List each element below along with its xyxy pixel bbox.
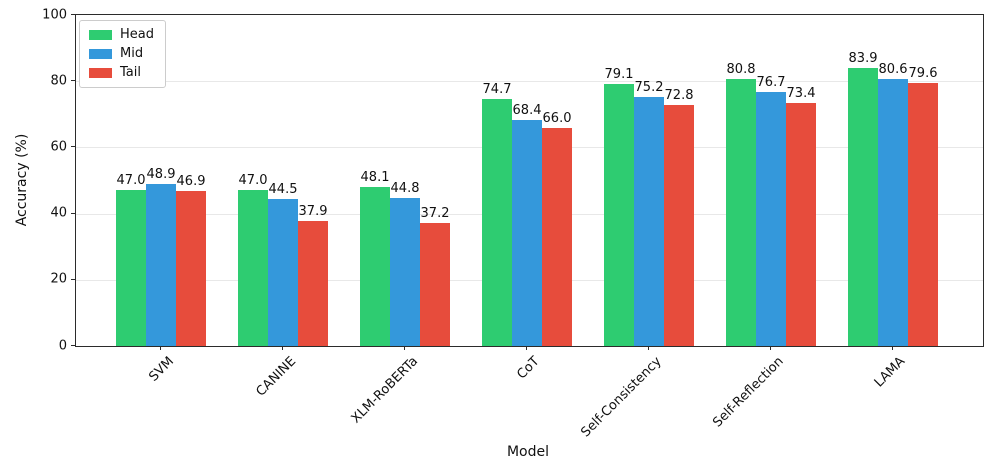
- bar-value-label: 75.2: [634, 80, 664, 96]
- bar: [634, 97, 664, 346]
- bar-value-label: 37.2: [420, 205, 450, 221]
- bar: [542, 127, 572, 346]
- bar-value-label: 37.9: [298, 203, 328, 219]
- bar-value-label: 46.9: [176, 173, 206, 189]
- bar-value-label: 66.0: [542, 110, 572, 126]
- bar-value-label: 68.4: [512, 102, 542, 118]
- x-tick: [526, 346, 527, 350]
- bar: [238, 190, 268, 346]
- bar: [146, 184, 176, 346]
- legend-item: Tail: [89, 65, 154, 81]
- x-tick: [770, 346, 771, 350]
- x-tick-label: CoT: [514, 354, 543, 383]
- y-tick: [71, 80, 75, 82]
- x-tick-label: XLM-RoBERTa: [348, 354, 421, 427]
- bar: [390, 197, 420, 346]
- x-tick: [282, 346, 283, 350]
- bar-value-label: 48.9: [146, 167, 176, 183]
- legend-item: Head: [89, 27, 154, 43]
- bar: [786, 103, 816, 346]
- bar: [726, 78, 756, 346]
- bar: [604, 84, 634, 346]
- bar: [756, 92, 786, 346]
- bar-value-label: 73.4: [786, 86, 816, 102]
- bar: [878, 79, 908, 346]
- y-tick: [71, 345, 75, 346]
- bar-value-label: 44.8: [390, 180, 420, 196]
- bar-value-label: 83.9: [848, 51, 878, 67]
- legend: Head Mid Tail: [79, 20, 166, 88]
- bar-value-label: 79.1: [604, 67, 634, 83]
- y-tick: [71, 146, 75, 148]
- bar: [848, 68, 878, 346]
- bar-value-label: 79.6: [908, 65, 938, 81]
- bar: [908, 82, 938, 346]
- bar-value-label: 47.0: [116, 173, 146, 189]
- bar: [512, 119, 542, 346]
- bar-value-label: 47.0: [238, 173, 268, 189]
- y-tick-label: 20: [50, 271, 67, 287]
- x-tick-label: SVM: [145, 354, 177, 385]
- bar: [176, 190, 206, 346]
- x-tick: [648, 346, 649, 350]
- bar-value-label: 80.8: [726, 61, 756, 77]
- legend-swatch-mid-icon: [89, 49, 112, 59]
- bar: [268, 198, 298, 346]
- x-axis-title: Model: [506, 444, 550, 460]
- x-tick: [892, 346, 893, 350]
- bar: [420, 222, 450, 346]
- legend-label: Tail: [120, 65, 141, 80]
- x-tick-label: CANINE: [253, 354, 299, 400]
- y-tick-label: 40: [50, 205, 67, 221]
- plot-area: 47.0 48.9 46.9 47.0 44.5 37.9 48.1 44.8 37.2 74.7…: [75, 14, 984, 347]
- bar: [360, 186, 390, 346]
- bar: [116, 190, 146, 346]
- legend-swatch-head-icon: [89, 30, 112, 40]
- x-tick-label: Self-Reflection: [710, 354, 787, 431]
- y-tick: [71, 278, 75, 280]
- y-tick-label: 0: [58, 338, 67, 353]
- legend-label: Mid: [120, 46, 144, 61]
- y-tick-label: 80: [50, 73, 67, 89]
- legend-swatch-tail-icon: [89, 68, 112, 78]
- bar-value-label: 72.8: [664, 88, 694, 104]
- x-tick-label: LAMA: [872, 354, 909, 391]
- legend-item: Mid: [89, 46, 154, 62]
- bar: [298, 220, 328, 346]
- y-tick: [71, 212, 75, 214]
- bar-value-label: 76.7: [756, 75, 786, 91]
- bar-value-label: 48.1: [360, 169, 390, 185]
- bar: [482, 98, 512, 346]
- bar: [664, 105, 694, 346]
- x-tick: [404, 346, 405, 350]
- bar-value-label: 44.5: [268, 181, 298, 197]
- legend-label: Head: [120, 27, 154, 42]
- gridline: [76, 81, 983, 83]
- bar-value-label: 74.7: [482, 81, 512, 97]
- x-tick: [160, 346, 161, 350]
- y-tick-label: 100: [42, 7, 67, 22]
- y-tick: [71, 14, 75, 15]
- bar-value-label: 80.6: [878, 62, 908, 78]
- x-tick-label: Self-Consistency: [578, 354, 665, 441]
- y-tick-label: 60: [50, 139, 67, 155]
